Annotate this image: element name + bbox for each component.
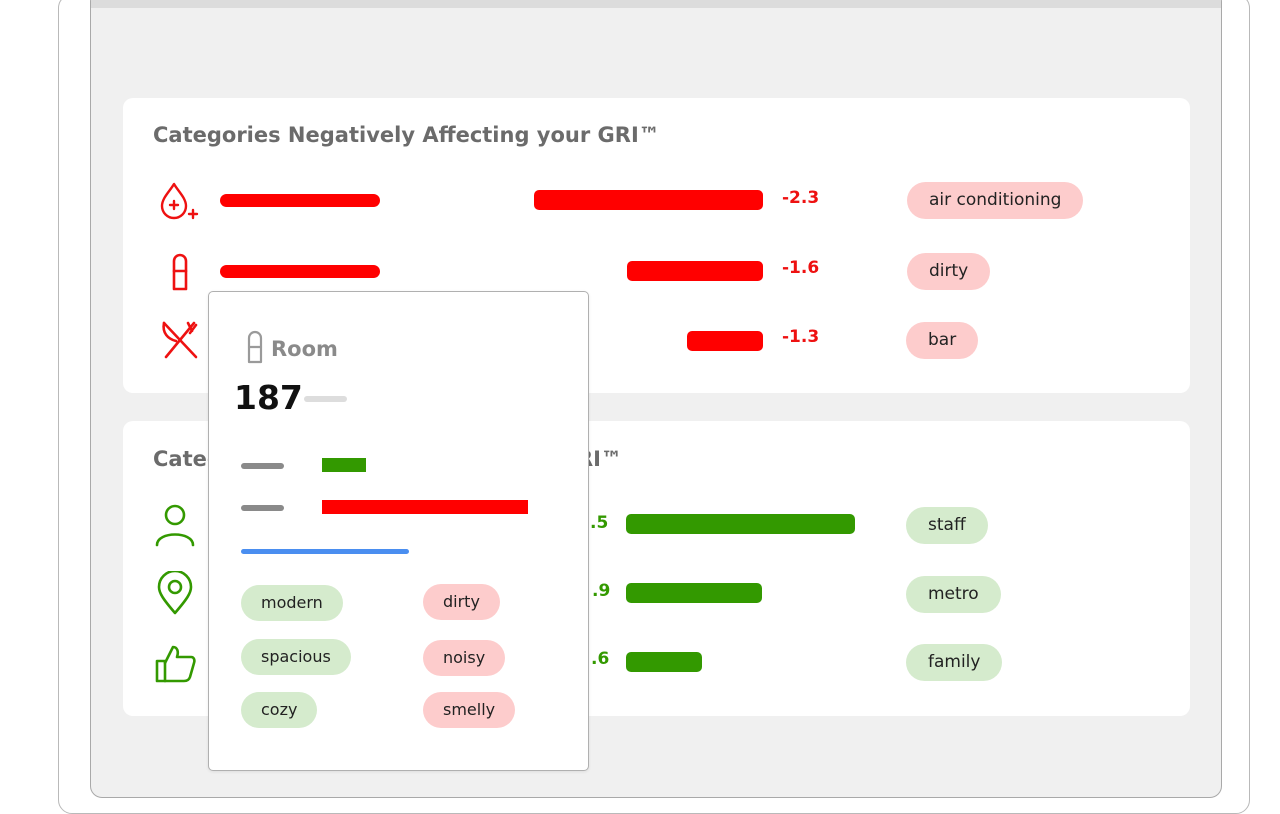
negative-tag[interactable]: bar [906,322,979,359]
negative-impact-bar [534,190,763,210]
negative-value: -1.6 [782,258,820,278]
positive-value: .9 [592,581,611,601]
positive-impact-bar [626,514,855,534]
negative-impact-bar [687,331,763,351]
category-tooltip: Room 187 modern spacious cozy dirty nois… [208,291,589,771]
person-icon [153,503,197,547]
location-pin-icon [153,571,197,615]
door-handle-icon [245,330,265,364]
negative-impact-bar [627,261,763,281]
fork-knife-icon [158,319,202,363]
tooltip-negative-tag[interactable]: noisy [423,640,506,676]
tooltip-positive-tag[interactable]: spacious [241,639,351,675]
negative-tag[interactable]: dirty [907,253,991,290]
tooltip-positive-bar [322,458,366,472]
negative-tag[interactable]: air conditioning [907,182,1084,219]
tooltip-negative-tag[interactable]: smelly [423,692,516,728]
tooltip-divider-line [241,549,409,554]
positive-value: .6 [591,649,610,669]
negative-mini-bar [220,265,380,278]
water-drop-sparkle-icon [158,180,202,224]
tooltip-count: 187 [234,378,303,417]
thumbs-up-icon [153,641,197,685]
tooltip-placeholder-line [304,396,347,402]
negative-categories-title: Categories Negatively Affecting your GRI… [153,123,660,147]
tooltip-negative-label-placeholder [241,505,284,511]
tooltip-negative-bar [322,500,528,514]
tooltip-positive-tag[interactable]: modern [241,585,343,621]
positive-tag[interactable]: family [906,644,1003,681]
positive-impact-bar [626,652,702,672]
positive-tag[interactable]: staff [906,507,988,544]
negative-mini-bar [220,194,380,207]
positive-tag[interactable]: metro [906,576,1001,613]
tooltip-negative-tag[interactable]: dirty [423,584,500,620]
positive-value: .5 [590,513,609,533]
negative-value: -2.3 [782,188,820,208]
negative-value: -1.3 [782,327,820,347]
tooltip-title: Room [271,337,338,361]
positive-impact-bar [626,583,762,603]
tooltip-positive-tag[interactable]: cozy [241,692,318,728]
tooltip-positive-label-placeholder [241,463,284,469]
door-handle-icon [158,249,202,293]
panel-top-bar [91,0,1221,8]
